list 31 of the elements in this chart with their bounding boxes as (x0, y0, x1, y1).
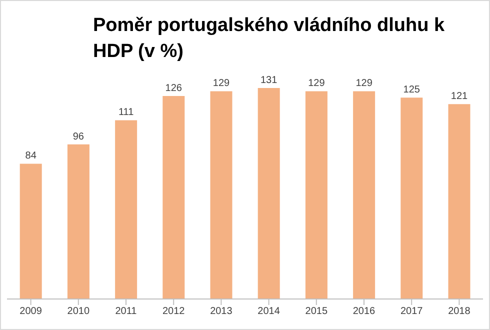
data-label: 96 (72, 131, 84, 142)
bar (210, 91, 232, 299)
data-label: 126 (165, 83, 182, 94)
x-tick-label: 2017 (400, 306, 424, 318)
bar (67, 144, 90, 299)
bar (400, 98, 423, 299)
x-tick-label: 2009 (20, 306, 42, 318)
chart-title: Poměr portugalského vládního dluhu k HDP (v %) (93, 14, 446, 64)
x-tick-label: 2014 (258, 306, 280, 318)
data-label: 121 (450, 91, 468, 102)
bar (162, 96, 185, 299)
bar (305, 91, 328, 299)
data-label: 131 (260, 75, 278, 86)
x-tick-label: 2018 (448, 306, 471, 318)
x-tick-label: 2016 (352, 306, 376, 318)
x-tick-label: 2011 (115, 306, 138, 318)
bar (258, 88, 280, 299)
bar (353, 91, 376, 299)
bar (115, 120, 138, 299)
x-tick-label: 2012 (162, 306, 186, 318)
bar (448, 104, 470, 299)
x-tick-label: 2015 (305, 306, 328, 318)
data-label: 129 (308, 78, 326, 90)
data-label: 129 (212, 78, 230, 90)
bar (20, 164, 42, 299)
data-label: 84 (25, 150, 37, 162)
x-tick-label: 2013 (210, 306, 233, 318)
data-label: 129 (356, 78, 373, 90)
x-tick-label: 2010 (67, 306, 90, 318)
data-label: 125 (403, 84, 420, 96)
data-label: 111 (118, 107, 134, 118)
